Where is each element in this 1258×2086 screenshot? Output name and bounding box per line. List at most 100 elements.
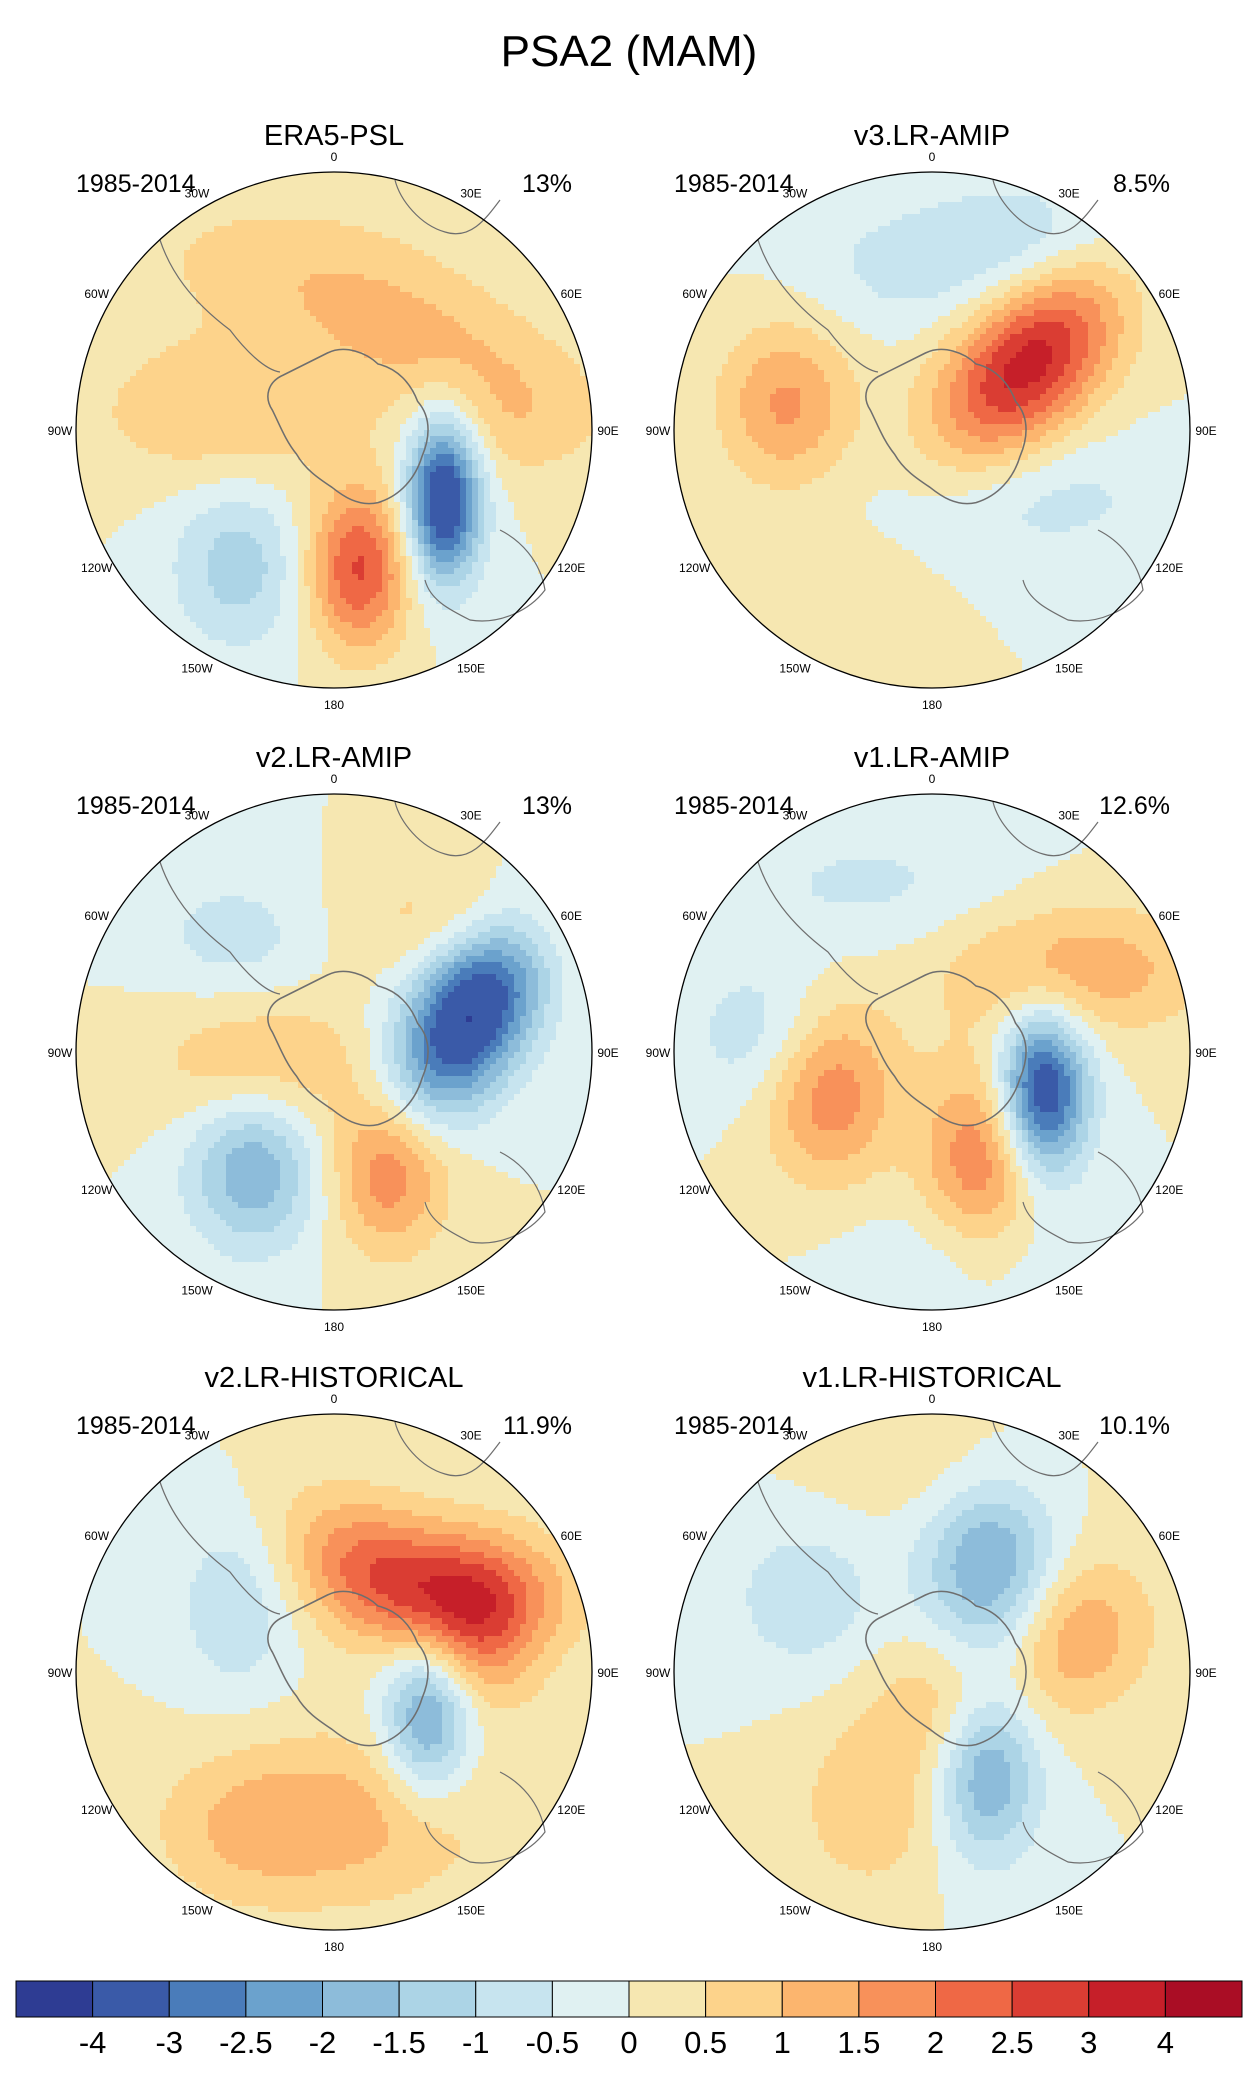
field-cell [358, 412, 365, 419]
field-cell [514, 526, 521, 533]
field-cell [448, 400, 455, 407]
field-cell [508, 322, 515, 329]
field-cell [460, 250, 467, 257]
field-cell [526, 394, 533, 401]
field-cell [466, 220, 473, 227]
field-cell [214, 322, 221, 329]
field-cell [106, 526, 113, 533]
field-cell [466, 316, 473, 323]
field-cell [286, 484, 293, 491]
field-cell [496, 514, 503, 521]
field-cell [262, 244, 269, 251]
field-cell [550, 544, 557, 551]
field-cell [508, 316, 515, 323]
field-cell [112, 502, 119, 509]
field-cell [136, 406, 143, 413]
field-cell [220, 490, 227, 497]
field-cell [172, 472, 179, 479]
field-cell [268, 196, 275, 203]
field-cell [280, 454, 287, 461]
field-cell [556, 334, 563, 341]
field-cell [400, 448, 407, 455]
field-cell [280, 262, 287, 269]
field-cell [292, 178, 299, 185]
field-cell [424, 370, 431, 377]
field-cell [370, 184, 377, 191]
field-cell [280, 220, 287, 227]
field-cell [250, 316, 257, 323]
field-cell [556, 502, 563, 509]
field-cell [220, 232, 227, 239]
field-cell [454, 442, 461, 449]
field-cell [562, 388, 569, 395]
field-cell [262, 262, 269, 269]
field-cell [376, 292, 383, 299]
field-cell [544, 442, 551, 449]
field-cell [274, 532, 281, 539]
field-cell [454, 550, 461, 557]
field-cell [454, 274, 461, 281]
field-cell [298, 286, 305, 293]
field-cell [526, 430, 533, 437]
field-cell [514, 322, 521, 329]
field-cell [118, 406, 125, 413]
field-cell [82, 490, 89, 497]
field-cell [490, 298, 497, 305]
field-cell [442, 508, 449, 515]
field-cell [178, 358, 185, 365]
field-cell [136, 460, 143, 467]
field-cell [250, 502, 257, 509]
field-cell [250, 568, 257, 575]
field-cell [292, 556, 299, 563]
field-cell [328, 508, 335, 515]
field-cell [382, 568, 389, 575]
field-cell [550, 478, 557, 485]
field-cell [178, 388, 185, 395]
field-cell [490, 454, 497, 461]
field-cell [496, 550, 503, 557]
field-cell [136, 430, 143, 437]
field-cell [106, 364, 113, 371]
field-cell [202, 538, 209, 545]
field-cell [388, 412, 395, 419]
field-cell [232, 238, 239, 245]
field-cell [388, 490, 395, 497]
field-cell [574, 400, 581, 407]
field-cell [472, 292, 479, 299]
field-cell [568, 364, 575, 371]
field-cell [562, 442, 569, 449]
field-cell [478, 316, 485, 323]
field-cell [436, 298, 443, 305]
field-cell [130, 412, 137, 419]
field-cell [280, 568, 287, 575]
field-cell [262, 232, 269, 239]
field-cell [358, 400, 365, 407]
field-cell [490, 364, 497, 371]
field-cell [298, 484, 305, 491]
field-cell [442, 544, 449, 551]
field-cell [442, 340, 449, 347]
field-cell [298, 184, 305, 191]
field-cell [196, 388, 203, 395]
field-cell [346, 382, 353, 389]
field-cell [454, 418, 461, 425]
field-cell [526, 418, 533, 425]
field-cell [268, 532, 275, 539]
field-cell [202, 460, 209, 467]
field-cell [124, 562, 131, 569]
field-cell [526, 472, 533, 479]
field-cell [190, 442, 197, 449]
field-cell [160, 334, 167, 341]
field-cell [232, 436, 239, 443]
field-cell [292, 370, 299, 377]
field-cell [394, 430, 401, 437]
field-cell [286, 346, 293, 353]
field-cell [358, 196, 365, 203]
field-cell [352, 568, 359, 575]
field-cell [142, 358, 149, 365]
field-cell [412, 478, 419, 485]
field-cell [154, 310, 161, 317]
field-cell [526, 388, 533, 395]
field-cell [514, 262, 521, 269]
field-cell [106, 544, 113, 551]
